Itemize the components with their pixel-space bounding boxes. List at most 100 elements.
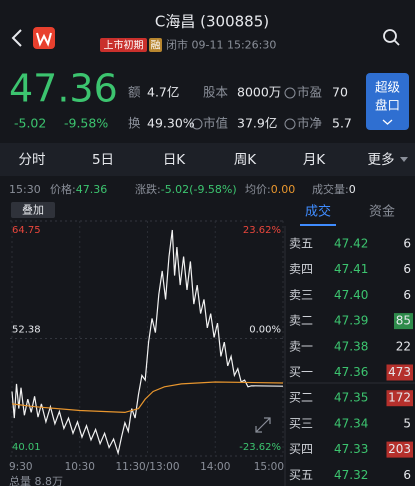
tag-bg [100, 38, 147, 52]
stat-value: 8000万 [237, 85, 281, 100]
book-label: 卖二 [289, 314, 313, 328]
tab[interactable]: 更多 [368, 151, 395, 168]
y2-tick-label: 23.62% [243, 225, 281, 236]
expand-icon[interactable] [255, 417, 271, 433]
book-volume: 6 [403, 237, 411, 251]
book-volume: 473 [388, 365, 411, 379]
info-icon[interactable] [191, 118, 203, 130]
info-label: 涨跌: [135, 182, 161, 196]
book-price: 47.40 [334, 288, 368, 302]
book-price: 47.34 [334, 416, 368, 430]
y2-tick-label: -23.62% [239, 442, 281, 453]
x-tick-label: 15:00 [254, 461, 284, 473]
x-tick-label: 9:30 [9, 461, 33, 473]
y2-tick-label: 0.00% [249, 325, 281, 336]
book-label: 买二 [289, 391, 313, 405]
last-price: 47.36 [9, 67, 118, 111]
super-button-label: 超级 [375, 80, 401, 95]
info-icon[interactable] [284, 87, 296, 99]
logo-mark [36, 32, 52, 47]
x-tick-label: 10:30 [65, 461, 95, 473]
book-label: 买四 [289, 442, 313, 456]
stat-value: 4.7亿 [147, 85, 179, 100]
info-label: 成交量: [312, 182, 349, 196]
stat-label: 额 [128, 85, 141, 100]
search-button[interactable] [383, 29, 397, 43]
tab[interactable]: 日K [163, 152, 186, 168]
book-label: 买五 [289, 468, 313, 482]
tab[interactable]: 5日 [92, 152, 114, 168]
info-line: 价格:47.36 涨跌:-5.02(-9.58%) 均价:0.00 成交量:0 [50, 182, 356, 196]
tab[interactable]: 周K [234, 152, 257, 168]
book-label: 卖五 [289, 237, 313, 251]
stat-label: 市净 [297, 116, 322, 131]
book-volume: 85 [396, 314, 411, 328]
stats: 额 4.7亿 股本 8000万 市盈 70 换 49.30% 市值 37.9亿 市净 5.7 [128, 85, 352, 131]
book-price: 47.35 [334, 391, 368, 405]
book-volume: 6 [403, 288, 411, 302]
volume-highlight [386, 390, 413, 407]
stat-value: 5.7 [332, 116, 352, 131]
super-button[interactable] [366, 73, 409, 130]
info-item: 价格:47.36 [50, 182, 107, 196]
x-tick-label: 11:30/13:00 [115, 461, 179, 473]
tag: 融 [151, 40, 161, 52]
market-status: 闭市 09-11 15:26:30 [166, 38, 276, 52]
more-arrow [400, 157, 408, 162]
stat-value: 37.9亿 [237, 116, 277, 131]
book-volume: 6 [403, 468, 411, 482]
book-price: 47.41 [334, 262, 368, 276]
book-label: 卖三 [289, 288, 313, 302]
book-label: 买三 [289, 416, 313, 430]
book-volume: 5 [403, 416, 411, 430]
order-book: 卖五 47.42 6 卖四 47.41 6 卖三 47.40 6 卖二 47.39 85 卖一 47.38… [289, 237, 413, 482]
volume-highlight [386, 441, 413, 458]
book-volume: 6 [403, 262, 411, 276]
tabs: 分时 5日 日K 周K 月K 更多 [19, 151, 395, 168]
book-price: 47.32 [334, 468, 368, 482]
tab[interactable]: 月K [303, 152, 326, 168]
series-line [11, 381, 284, 414]
side-tab[interactable]: 成交 [305, 204, 331, 220]
price-change: -5.02 [14, 116, 46, 131]
side-tab[interactable]: 资金 [369, 204, 395, 220]
back-button[interactable] [11, 29, 22, 47]
chart: 40.01 52.38 64.75 -23.62% 0.00% 23.62% 9:30 10:… [9, 220, 284, 473]
search-handle [393, 39, 400, 46]
overlay-button[interactable] [11, 202, 55, 218]
info-value: -5.02(-9.58%) [161, 183, 237, 196]
book-label: 卖四 [289, 262, 313, 276]
tag: 上市初期 [104, 39, 144, 52]
stat-value: 70 [332, 85, 348, 100]
book-volume: 203 [388, 442, 411, 456]
stat-label: 换 [128, 116, 141, 131]
info-value: 47.36 [76, 183, 108, 196]
stat-label: 市盈 [297, 85, 322, 100]
price-change-pct: -9.58% [64, 116, 108, 131]
book-volume: 22 [396, 339, 411, 353]
overlay-button-label: 叠加 [22, 204, 44, 217]
book-label: 卖一 [289, 339, 313, 353]
info-value: 0 [349, 183, 356, 196]
x-tick-label: 14:00 [200, 461, 230, 473]
book-volume: 172 [388, 391, 411, 405]
tab[interactable]: 分时 [19, 152, 46, 168]
tab-bar [0, 143, 415, 176]
info-icon[interactable] [284, 118, 296, 130]
info-item: 均价:0.00 [245, 183, 295, 196]
chevron [382, 119, 393, 125]
stat-value: 49.30% [147, 116, 195, 131]
info-icons [191, 87, 296, 130]
expand-arrows [255, 417, 271, 433]
info-time: 15:30 [9, 183, 41, 196]
book-price: 47.42 [334, 237, 368, 251]
book-price: 47.33 [334, 442, 368, 456]
info-value: 0.00 [271, 183, 296, 196]
tag-bg [149, 38, 162, 52]
stat-label: 市值 [203, 116, 228, 131]
super-button-label: 盘口 [375, 98, 400, 113]
stock-title: C海昌 (300885) [155, 13, 269, 31]
